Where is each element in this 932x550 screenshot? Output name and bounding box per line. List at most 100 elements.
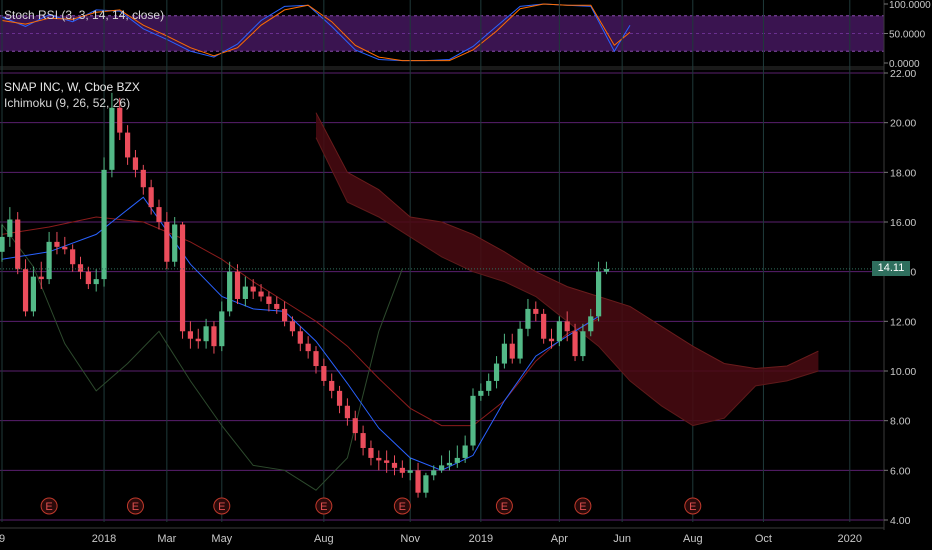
price-tick-label: 16.00 bbox=[890, 217, 916, 229]
candle-body bbox=[117, 107, 123, 133]
time-tick-label: 2020 bbox=[838, 533, 862, 545]
candle-body bbox=[109, 107, 115, 170]
candle-body bbox=[376, 457, 382, 461]
candle-body bbox=[242, 286, 248, 299]
candle-body bbox=[289, 321, 296, 332]
candle-body bbox=[38, 276, 44, 280]
candle-body bbox=[179, 224, 186, 332]
senkou-span-a bbox=[315, 112, 819, 370]
earnings-marker bbox=[126, 497, 144, 515]
time-tick-label: Oct bbox=[755, 533, 772, 545]
candle-body bbox=[533, 308, 539, 314]
candle-body bbox=[525, 308, 531, 329]
earnings-marker-label: E bbox=[689, 501, 696, 513]
candle-body bbox=[195, 338, 201, 342]
candle-body bbox=[360, 433, 366, 448]
earnings-marker-label: E bbox=[501, 501, 508, 513]
time-tick-label: Mar bbox=[157, 533, 176, 545]
candle-body bbox=[54, 241, 60, 247]
time-tick-label: May bbox=[211, 533, 232, 545]
candle-body bbox=[470, 395, 476, 446]
candle-body bbox=[15, 219, 21, 270]
symbol-title: SNAP INC, W, Cboe BZX bbox=[4, 80, 140, 94]
candle-body bbox=[0, 236, 5, 252]
candle-body bbox=[501, 343, 507, 364]
ichimoku-cloud bbox=[316, 112, 819, 426]
price-tick-label: 20.00 bbox=[890, 118, 916, 130]
time-tick-label: 2018 bbox=[92, 533, 116, 545]
candle-body bbox=[596, 271, 602, 317]
candle-body bbox=[227, 271, 233, 312]
candle-body bbox=[541, 313, 547, 339]
candle-body bbox=[156, 207, 162, 222]
time-tick-label: Apr bbox=[551, 533, 568, 545]
candle-body bbox=[7, 219, 13, 237]
earnings-marker bbox=[495, 497, 513, 515]
candle-body bbox=[62, 246, 68, 250]
time-tick-label: Jun bbox=[613, 533, 631, 545]
stoch-tick-label: 50.0000 bbox=[889, 30, 926, 41]
stoch-series-d bbox=[1, 3, 631, 62]
price-tick-label: 18.00 bbox=[890, 167, 916, 179]
price-tick-label: 8.00 bbox=[890, 416, 911, 428]
candle-body bbox=[384, 460, 390, 463]
candle-body bbox=[274, 303, 280, 309]
panel-separator bbox=[0, 66, 932, 70]
price-tick-label: 10.00 bbox=[890, 366, 916, 378]
earnings-marker-label: E bbox=[320, 501, 327, 513]
candle-body bbox=[329, 380, 335, 391]
stoch-tick-label: 100.0000 bbox=[889, 0, 931, 11]
tenkan-sen bbox=[1, 196, 599, 471]
candle-body bbox=[572, 331, 578, 357]
earnings-marker-label: E bbox=[45, 501, 52, 513]
stoch-rsi-title: Stoch RSI (3, 3, 14, 14, close) bbox=[4, 8, 165, 22]
time-tick-label: Aug bbox=[314, 533, 334, 545]
earnings-marker-label: E bbox=[579, 501, 586, 513]
stoch-rsi-legend: Stoch RSI (3, 3, 14, 14, close) bbox=[4, 8, 164, 22]
candle-body bbox=[517, 328, 523, 359]
earnings-marker bbox=[684, 497, 702, 515]
candle-body bbox=[336, 390, 343, 406]
candle-body bbox=[258, 291, 264, 297]
candle-body bbox=[431, 470, 437, 476]
candle-body bbox=[140, 169, 146, 188]
candle-body bbox=[493, 363, 500, 381]
candle-body bbox=[93, 279, 99, 285]
candle-body bbox=[321, 366, 327, 381]
candle-body bbox=[478, 390, 484, 396]
candle-body bbox=[70, 249, 76, 265]
price-tick-label: 12.00 bbox=[890, 316, 916, 328]
time-tick-label: 9 bbox=[0, 533, 5, 545]
candle-body bbox=[399, 467, 405, 473]
time-tick-label: Aug bbox=[683, 533, 703, 545]
candle-body bbox=[305, 343, 311, 352]
candle-body bbox=[423, 475, 429, 493]
candle-body bbox=[148, 187, 154, 208]
candle-body bbox=[391, 462, 398, 468]
candle-body bbox=[172, 224, 178, 262]
price-tick-label: 22.00 bbox=[890, 68, 916, 80]
candle-body bbox=[439, 465, 445, 471]
candle-body bbox=[164, 222, 170, 262]
candle-body bbox=[234, 271, 241, 299]
candle-body bbox=[407, 470, 413, 473]
candle-body bbox=[125, 132, 131, 158]
candle-body bbox=[219, 311, 225, 347]
candle-body bbox=[77, 264, 84, 272]
candle-body bbox=[250, 286, 256, 292]
stoch-series-k bbox=[1, 3, 631, 62]
candle-body bbox=[454, 457, 460, 463]
candle-body bbox=[282, 308, 288, 322]
candle-body bbox=[266, 296, 272, 304]
time-tick-label: Nov bbox=[400, 533, 420, 545]
candle-body bbox=[211, 326, 217, 347]
earnings-marker bbox=[574, 497, 592, 515]
candle-body bbox=[22, 269, 29, 312]
earnings-marker-label: E bbox=[399, 501, 406, 513]
candle-body bbox=[313, 351, 319, 367]
candle-body bbox=[548, 338, 555, 342]
candle-body bbox=[368, 447, 374, 458]
candle-body bbox=[85, 271, 91, 285]
candle-body bbox=[203, 326, 209, 342]
last-price-tag: 14.11 bbox=[872, 261, 910, 276]
